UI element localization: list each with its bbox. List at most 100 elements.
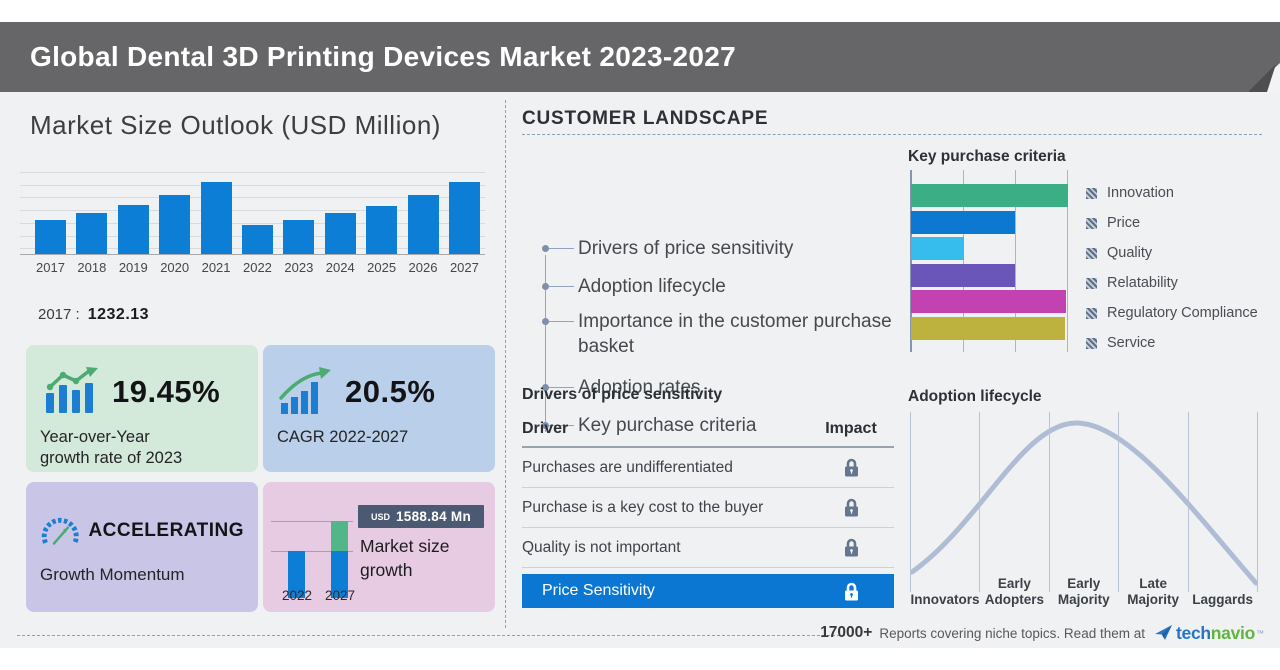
- impact-cell: [808, 457, 894, 478]
- footer-text: Reports covering niche topics. Read them…: [879, 625, 1145, 641]
- momentum-value: ACCELERATING: [88, 520, 244, 541]
- gridline: [1257, 412, 1258, 592]
- price-sensitivity-title: Drivers of price sensitivity: [522, 386, 723, 403]
- price-sensitivity-highlight-row: Price Sensitivity: [522, 574, 894, 608]
- criteria-bar: [911, 184, 1068, 207]
- criteria-bar: [911, 237, 965, 261]
- brand-navio: navio: [1210, 622, 1256, 643]
- legend-swatch-icon: [1086, 277, 1097, 289]
- highlight-row-label: Price Sensitivity: [542, 582, 655, 599]
- technavio-plane-icon: [1154, 625, 1172, 640]
- gridline: [271, 521, 353, 522]
- criteria-bar: [911, 263, 1015, 287]
- market-size-bar: [283, 220, 315, 254]
- growth-momentum-card: ACCELERATING Growth Momentum: [26, 482, 258, 612]
- market-size-bar: [117, 205, 149, 254]
- key-purchase-criteria-title: Key purchase criteria: [908, 148, 1066, 165]
- driver-row: Purchase is a key cost to the buyer: [522, 488, 894, 528]
- gridline: [20, 222, 485, 224]
- legend-swatch-icon: [1086, 337, 1097, 349]
- base-year-label: 2017 :: [38, 306, 80, 323]
- yoy-value: 19.45%: [112, 374, 221, 409]
- cagr-value: 20.5%: [345, 374, 436, 409]
- driver-label: Purchase is a key cost to the buyer: [522, 498, 764, 516]
- mini-chart-year-start: 2022: [281, 588, 313, 603]
- year-tick-label: 2024: [325, 260, 355, 275]
- stat-cards: 19.45% Year-over-Year growth rate of 202…: [26, 345, 495, 612]
- gridline: [979, 412, 981, 592]
- driver-label: Purchases are undifferentiated: [522, 458, 733, 476]
- gridline: [20, 210, 485, 212]
- yoy-growth-card: 19.45% Year-over-Year growth rate of 202…: [26, 345, 258, 472]
- bar-2027-base-segment: [331, 551, 348, 598]
- year-tick-label: 2027: [449, 260, 479, 275]
- landscape-list-item: Drivers of price sensitivity: [522, 236, 894, 261]
- market-size-bar: [159, 195, 191, 254]
- legend-item: Innovation: [1086, 178, 1258, 208]
- legend-swatch-icon: [1086, 307, 1097, 319]
- footer: 17000+ Reports covering niche topics. Re…: [820, 619, 1264, 647]
- base-year-value: 1232.13: [87, 306, 150, 323]
- gridline: [1067, 170, 1068, 352]
- market-size-x-axis: 2017 2018 2019 2020 2021 2022 2023 2024 2025 2026…: [20, 260, 485, 275]
- lock-icon: [844, 498, 858, 517]
- legend-item: Relatability: [1086, 268, 1258, 298]
- landscape-list-item: Importance in the customer purchase bask…: [522, 309, 894, 359]
- yoy-label: Year-over-Year growth rate of 2023: [40, 428, 183, 467]
- list-connector-line: [545, 255, 546, 432]
- market-size-bar: [35, 220, 66, 254]
- market-size-bar: [407, 195, 439, 254]
- gridline: [1187, 412, 1189, 592]
- year-tick-label: 2022: [242, 260, 272, 275]
- year-tick-label: 2025: [367, 260, 397, 275]
- year-tick-label: 2020: [160, 260, 190, 275]
- market-size-bar: [241, 225, 273, 254]
- technavio-logo[interactable]: tech navio ™: [1154, 622, 1264, 644]
- cagr-label: CAGR 2022-2027: [277, 428, 409, 446]
- header-banner: Global Dental 3D Printing Devices Market…: [0, 22, 1280, 92]
- bar-2027-growth-segment: [331, 521, 348, 551]
- legend-item: Quality: [1086, 238, 1258, 268]
- legend-swatch-icon: [1086, 217, 1097, 229]
- customer-landscape-list: Drivers of price sensitivity Adoption lif…: [522, 236, 894, 451]
- report-count: 17000+: [820, 624, 873, 641]
- adoption-stage-label: Laggards: [1192, 592, 1253, 607]
- legend-item: Service: [1086, 328, 1258, 358]
- impact-cell: [808, 537, 894, 558]
- column-driver: Driver: [522, 420, 569, 437]
- legend-label: Innovation: [1107, 185, 1174, 201]
- key-purchase-criteria-legend: Innovation Price Quality Relatability Regula…: [1086, 178, 1258, 358]
- panel-divider: [505, 100, 506, 628]
- market-size-bar-chart: [20, 165, 485, 255]
- bell-curve: [910, 420, 1258, 586]
- impact-cell: [808, 497, 894, 518]
- gridline: [20, 197, 485, 199]
- adoption-stage-label: Late Majority: [1127, 576, 1180, 607]
- legend-label: Regulatory Compliance: [1107, 305, 1258, 321]
- legend-swatch-icon: [1086, 247, 1097, 259]
- driver-row: Purchases are undifferentiated: [522, 448, 894, 488]
- price-sensitivity-table: Drivers of price sensitivity Driver Impa…: [522, 386, 894, 608]
- growth-label: Market size growth: [360, 536, 450, 580]
- gridline: [910, 170, 912, 352]
- customer-landscape-heading: CUSTOMER LANDSCAPE: [522, 108, 769, 129]
- gridline: [1048, 412, 1050, 592]
- driver-row: Quality is not important: [522, 528, 894, 568]
- lock-icon: [844, 538, 858, 557]
- market-size-chart-bars: [20, 164, 485, 254]
- adoption-stage-label: Innovators: [910, 592, 980, 607]
- badge-currency: USD: [370, 511, 390, 522]
- adoption-stage-label: Early Adopters: [984, 576, 1045, 607]
- lock-icon: [808, 581, 894, 602]
- adoption-stage-label: Early Majority: [1057, 576, 1110, 607]
- trademark-mark: ™: [1256, 628, 1264, 638]
- growth-mini-chart: 2022 2027: [271, 494, 359, 606]
- brand-tech: tech: [1175, 622, 1211, 643]
- market-size-growth-card: 2022 2027 USD 1588.84 Mn Market size gro…: [263, 482, 495, 612]
- gridline: [20, 184, 485, 186]
- gridline: [1015, 170, 1017, 352]
- criteria-bar: [911, 210, 1015, 234]
- legend-label: Price: [1107, 215, 1141, 231]
- driver-label: Quality is not important: [522, 538, 681, 556]
- market-size-bar: [76, 213, 108, 254]
